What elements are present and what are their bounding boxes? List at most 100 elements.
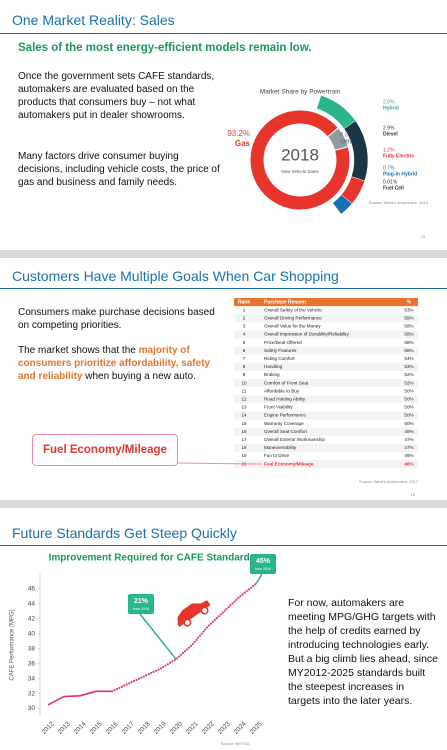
row-band: [234, 395, 418, 404]
breakdown-segment: [332, 202, 342, 215]
table-cell: 46%: [404, 461, 413, 466]
x-tick-label: 2018: [137, 720, 152, 735]
text: The market shows that the: [18, 345, 139, 356]
slide-title: One Market Reality: Sales: [12, 12, 175, 28]
table-cell: Safety Features: [264, 348, 297, 353]
x-tick-label: 2017: [121, 720, 136, 735]
table-header: [234, 298, 418, 307]
table-cell: 50%: [404, 388, 413, 393]
table-cell: Braking: [264, 372, 280, 377]
table-cell: Front Visibility: [264, 405, 293, 410]
table-cell: Fuel Economy/Mileage: [264, 461, 314, 466]
table-cell: 47%: [404, 445, 413, 450]
paragraph: Many factors drive consumer buying decis…: [18, 151, 220, 188]
table-cell: 4: [243, 332, 246, 337]
table-cell: 50%: [404, 405, 413, 410]
car-wheel: [200, 606, 209, 615]
x-tick-label: 2015: [89, 720, 104, 735]
car-icon: [177, 600, 211, 627]
row-band: [234, 379, 418, 388]
annotation-box: [250, 554, 276, 574]
header-cell: Rank: [238, 299, 250, 305]
table-cell: 53%: [404, 364, 413, 369]
callout-pointer: [177, 462, 263, 465]
table-cell: Handling: [264, 364, 283, 369]
table-cell: 58%: [404, 340, 413, 345]
table-cell: Maneuverability: [264, 445, 297, 450]
row-band: [234, 362, 418, 371]
line-chart: Improvement Required for CAFE Standards C…: [10, 553, 276, 746]
x-tick-label: 2016: [105, 720, 120, 735]
x-tick-label: 2012: [41, 720, 56, 735]
breakdown-label: Fully Electric: [383, 153, 414, 159]
table-cell: 10: [241, 380, 247, 385]
center-label: 2018: [281, 145, 319, 164]
segment-label: Other: [340, 139, 358, 146]
y-tick-label: 30: [28, 705, 36, 712]
table-cell: 58%: [404, 348, 413, 353]
table-cell: Price/Deal Offered: [264, 340, 302, 345]
table-cell: 59%: [404, 315, 413, 320]
value-label: 93.2%: [227, 129, 250, 138]
x-tick-label: 2013: [57, 720, 72, 735]
paragraph: Once the government sets CAFE standards,…: [18, 71, 215, 121]
table-cell: 13: [241, 405, 247, 410]
table-cell: 58%: [404, 324, 413, 329]
slide-title: Customers Have Multiple Goals When Car S…: [12, 268, 339, 284]
table-cell: 52%: [404, 372, 413, 377]
table-cell: Warranty Coverage: [264, 421, 304, 426]
x-tick-label: 2025: [249, 720, 264, 735]
table: Rank Purchase Reason % 1 Overall Safety of t…: [177, 298, 419, 497]
row-band: [234, 346, 418, 355]
breakdown-value: 0.7%: [383, 165, 395, 171]
annotation-leader: [139, 613, 177, 660]
slide-1: One Market Reality: Sales Sales of the m…: [0, 0, 447, 250]
page-number: 16: [411, 492, 416, 497]
y-tick-label: 44: [28, 601, 36, 608]
table-cell: 15: [241, 421, 247, 426]
table-cell: 1: [243, 307, 246, 312]
header-cell: Purchase Reason: [264, 299, 306, 305]
x-tick-label: 2019: [153, 720, 168, 735]
source: Source: Ward's Automotive, 2019: [369, 200, 429, 205]
table-cell: 63%: [404, 307, 413, 312]
slide-title: Future Standards Get Steep Quickly: [12, 525, 237, 541]
breakdown-label: Plug-in Hybrid: [383, 171, 417, 177]
y-tick-label: 46: [28, 586, 36, 593]
paragraph: The market shows that the majority of co…: [18, 344, 223, 383]
paragraph: Consumers make purchase decisions based …: [18, 307, 215, 331]
annotation-value: 21%: [134, 598, 149, 605]
donut-chart: Market Share by Powertrain 2018 New Vehicl…: [227, 89, 429, 239]
table-cell: Overall Impression of Durability/Reliabi…: [264, 332, 349, 337]
table-cell: Overall Safety of the Vehicle: [264, 307, 322, 312]
table-cell: Comfort of Front Seat: [264, 380, 309, 385]
table-cell: Fun to Drive: [264, 453, 289, 458]
table-cell: 2: [243, 315, 246, 320]
table-cell: 12: [241, 396, 247, 401]
slide-3: Future Standards Get Steep Quickly For n…: [0, 508, 447, 750]
subtitle: Sales of the most energy-efficient model…: [18, 42, 312, 54]
annotation-value: 45%: [256, 558, 271, 565]
table-cell: Riding Comfort: [264, 356, 295, 361]
breakdown-label: Hybrid: [383, 105, 399, 111]
table-cell: 50%: [404, 413, 413, 418]
x-tick-label: 2021: [185, 720, 200, 735]
segment-label: Gas: [235, 139, 251, 148]
y-tick-label: 38: [28, 645, 36, 652]
table-cell: Affordable to Buy: [264, 388, 300, 393]
x-tick-label: 2023: [217, 720, 232, 735]
emphasis: majority of consumers prioritize afforda…: [18, 345, 211, 382]
table-cell: 47%: [404, 437, 413, 442]
y-tick-label: 32: [28, 690, 36, 697]
slide-2: Customers Have Multiple Goals When Car S…: [0, 258, 447, 500]
donut-segment: [249, 109, 351, 211]
text: when buying a new auto.: [82, 371, 196, 382]
table-cell: 52%: [404, 380, 413, 385]
annotation-sub: from 2016: [255, 567, 271, 571]
table-cell: Overall Exterior Workmanship: [264, 437, 325, 442]
table-cell: 18: [241, 445, 247, 450]
source: Source: Ward's Automotive, 2017: [359, 479, 419, 484]
table-cell: 11: [242, 388, 247, 393]
row-band: [234, 427, 418, 436]
